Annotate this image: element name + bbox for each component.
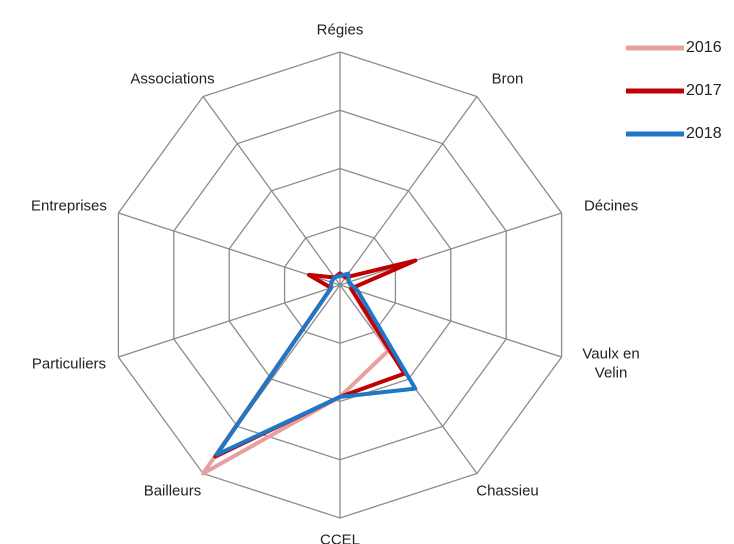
spoke bbox=[339, 284, 562, 358]
category-label: Régies bbox=[316, 21, 364, 39]
category-label: Entreprises bbox=[31, 197, 107, 215]
series-line bbox=[214, 271, 418, 457]
legend-label: 2017 bbox=[686, 82, 722, 99]
legend-label: 2018 bbox=[686, 125, 722, 142]
category-label: Bailleurs bbox=[143, 482, 202, 500]
category-label: Particuliers bbox=[31, 355, 107, 373]
category-label: Chassieu bbox=[476, 482, 539, 500]
legend-label: 2016 bbox=[686, 39, 722, 56]
category-label: Associations bbox=[130, 69, 215, 87]
series-line bbox=[213, 258, 418, 459]
spoke bbox=[339, 212, 562, 286]
category-label: Vaulx en Velin bbox=[582, 345, 640, 382]
spoke bbox=[118, 212, 341, 286]
spoke bbox=[202, 96, 341, 286]
category-label: Bron bbox=[491, 69, 524, 87]
category-label: Décines bbox=[583, 197, 639, 215]
spoke bbox=[339, 96, 478, 286]
spoke bbox=[118, 284, 341, 358]
category-label: CCEL bbox=[319, 531, 361, 544]
